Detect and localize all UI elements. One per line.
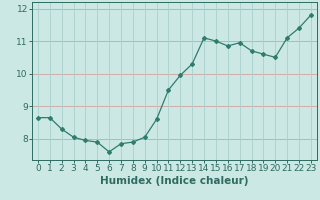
X-axis label: Humidex (Indice chaleur): Humidex (Indice chaleur) (100, 176, 249, 186)
